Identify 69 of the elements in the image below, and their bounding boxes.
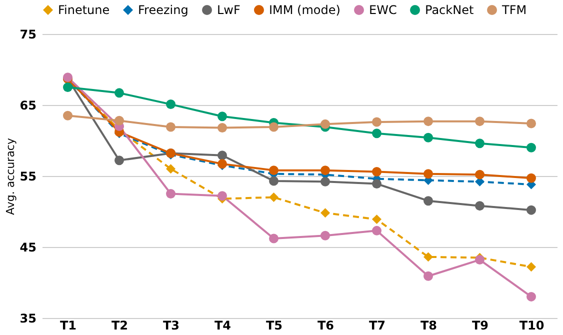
point (475, 255, 484, 265)
legend-label: LwF (217, 3, 240, 17)
point (320, 119, 330, 129)
point (526, 173, 536, 183)
legend-label: Finetune (58, 3, 110, 17)
point (320, 230, 330, 240)
point (475, 138, 484, 148)
point (424, 252, 433, 262)
point (320, 208, 330, 218)
x-tick-label: T5 (266, 318, 283, 332)
point (372, 167, 382, 176)
point (114, 156, 124, 166)
legend-label: IMM (mode) (269, 3, 340, 17)
point (218, 191, 227, 201)
point (166, 189, 176, 198)
point (526, 262, 536, 272)
point (372, 128, 382, 138)
point (269, 234, 278, 244)
point (424, 196, 433, 206)
x-tick-label: T9 (472, 318, 489, 332)
point (526, 205, 536, 215)
point (424, 169, 433, 179)
point (63, 110, 72, 120)
point (166, 100, 176, 110)
y-tick-label: 75 (20, 28, 36, 42)
point (218, 150, 227, 160)
point (424, 132, 433, 142)
point (526, 292, 536, 302)
x-tick-label: T1 (60, 318, 77, 332)
y-tick-label: 65 (20, 98, 36, 112)
x-tick-label: T3 (162, 318, 180, 332)
point (372, 117, 382, 127)
point (424, 271, 433, 281)
point (424, 116, 433, 126)
x-tick-label: T2 (111, 318, 128, 332)
point (269, 166, 278, 176)
point (63, 82, 72, 92)
point (526, 142, 536, 152)
point (475, 116, 484, 126)
y-tick-label: 45 (20, 240, 36, 254)
x-tick-label: T4 (214, 318, 232, 332)
legend-label: PackNet (425, 3, 474, 17)
point (475, 201, 484, 211)
x-tick-label: T8 (420, 318, 438, 332)
point (218, 112, 227, 122)
point (166, 122, 176, 132)
x-tick-label: T10 (519, 318, 544, 332)
legend-label: EWC (369, 3, 397, 17)
legend-label: TFM (501, 3, 527, 17)
y-axis-title: Avg. accuracy (4, 138, 17, 215)
x-tick-label: T7 (368, 318, 386, 332)
point (114, 88, 124, 98)
point (372, 214, 382, 224)
x-tick-label: T6 (317, 318, 334, 332)
y-tick-label: 35 (20, 312, 36, 326)
point (320, 166, 330, 176)
y-tick-label: 55 (20, 170, 36, 184)
point (269, 192, 278, 202)
point (320, 176, 330, 186)
point (475, 170, 484, 180)
point (269, 176, 278, 186)
legend-label: Freezing (138, 3, 188, 17)
point (372, 179, 382, 189)
point (166, 164, 176, 174)
point (372, 226, 382, 236)
point (218, 122, 227, 132)
point (269, 122, 278, 132)
point (526, 118, 536, 128)
point (114, 116, 124, 126)
